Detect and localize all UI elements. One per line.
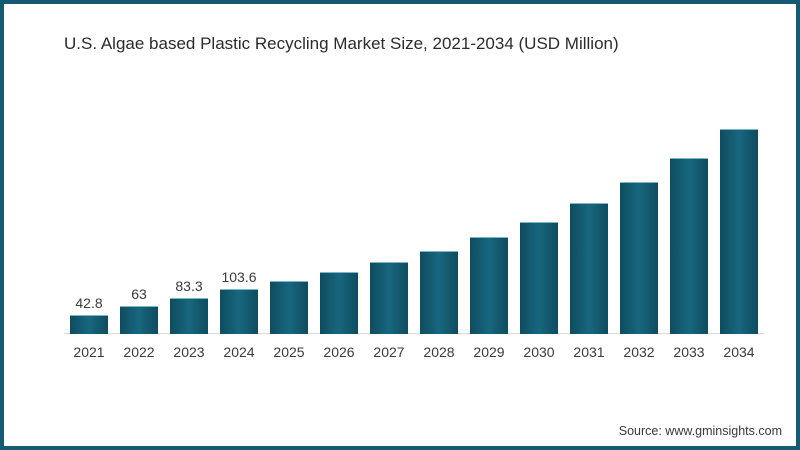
bar-2023[interactable] bbox=[170, 298, 208, 335]
chart-frame: U.S. Algae based Plastic Recycling Marke… bbox=[0, 0, 800, 450]
bar-2031[interactable] bbox=[570, 203, 608, 334]
bar-value-label-2021: 42.8 bbox=[75, 295, 102, 311]
bar-value-label-2022: 63 bbox=[131, 286, 147, 302]
x-axis-label-2029: 2029 bbox=[470, 344, 508, 374]
bar-value-label-2024: 103.6 bbox=[221, 269, 256, 285]
x-axis-label-2025: 2025 bbox=[270, 344, 308, 374]
x-axis-label-2022: 2022 bbox=[120, 344, 158, 374]
bar-2033[interactable] bbox=[670, 158, 708, 334]
bar-column-2031 bbox=[570, 104, 608, 334]
bar-2027[interactable] bbox=[370, 262, 408, 334]
bar-column-2024: 103.6 bbox=[220, 104, 258, 334]
x-axis-label-2033: 2033 bbox=[670, 344, 708, 374]
bar-value-label-2023: 83.3 bbox=[175, 278, 202, 294]
x-axis-label-2028: 2028 bbox=[420, 344, 458, 374]
x-axis-label-2027: 2027 bbox=[370, 344, 408, 374]
x-axis-labels: 2021 2022 2023 2024 2025 2026 2027 2028 2029 2030… bbox=[64, 344, 764, 374]
bar-2021[interactable] bbox=[70, 315, 108, 334]
bar-column-2025 bbox=[270, 104, 308, 334]
bar-2028[interactable] bbox=[420, 251, 458, 334]
bar-2034[interactable] bbox=[720, 129, 758, 334]
bar-column-2030 bbox=[520, 104, 558, 334]
bar-column-2022: 63 bbox=[120, 104, 158, 334]
source-label: Source: www.gminsights.com bbox=[619, 424, 782, 438]
bar-2022[interactable] bbox=[120, 306, 158, 334]
bar-2024[interactable] bbox=[220, 289, 258, 334]
bar-column-2021: 42.8 bbox=[70, 104, 108, 334]
bar-2029[interactable] bbox=[470, 237, 508, 334]
x-axis-label-2031: 2031 bbox=[570, 344, 608, 374]
bar-2026[interactable] bbox=[320, 272, 358, 334]
bar-column-2026 bbox=[320, 104, 358, 334]
x-axis-label-2034: 2034 bbox=[720, 344, 758, 374]
bar-column-2023: 83.3 bbox=[170, 104, 208, 334]
bar-column-2027 bbox=[370, 104, 408, 334]
x-axis-label-2023: 2023 bbox=[170, 344, 208, 374]
x-axis-label-2030: 2030 bbox=[520, 344, 558, 374]
x-axis-label-2032: 2032 bbox=[620, 344, 658, 374]
bar-2030[interactable] bbox=[520, 222, 558, 334]
chart-plot-area: 42.8 63 83.3 103.6 2021 2022 2023 2024 2025 2026… bbox=[64, 99, 764, 394]
bar-column-2032 bbox=[620, 104, 658, 334]
x-axis-label-2026: 2026 bbox=[320, 344, 358, 374]
bar-series: 42.8 63 83.3 103.6 bbox=[64, 104, 764, 334]
bar-2032[interactable] bbox=[620, 182, 658, 334]
bar-column-2029 bbox=[470, 104, 508, 334]
x-axis-label-2024: 2024 bbox=[220, 344, 258, 374]
bar-column-2033 bbox=[670, 104, 708, 334]
bar-column-2034 bbox=[720, 104, 758, 334]
bar-2025[interactable] bbox=[270, 281, 308, 334]
chart-title: U.S. Algae based Plastic Recycling Marke… bbox=[64, 34, 619, 54]
x-axis-label-2021: 2021 bbox=[70, 344, 108, 374]
bar-column-2028 bbox=[420, 104, 458, 334]
